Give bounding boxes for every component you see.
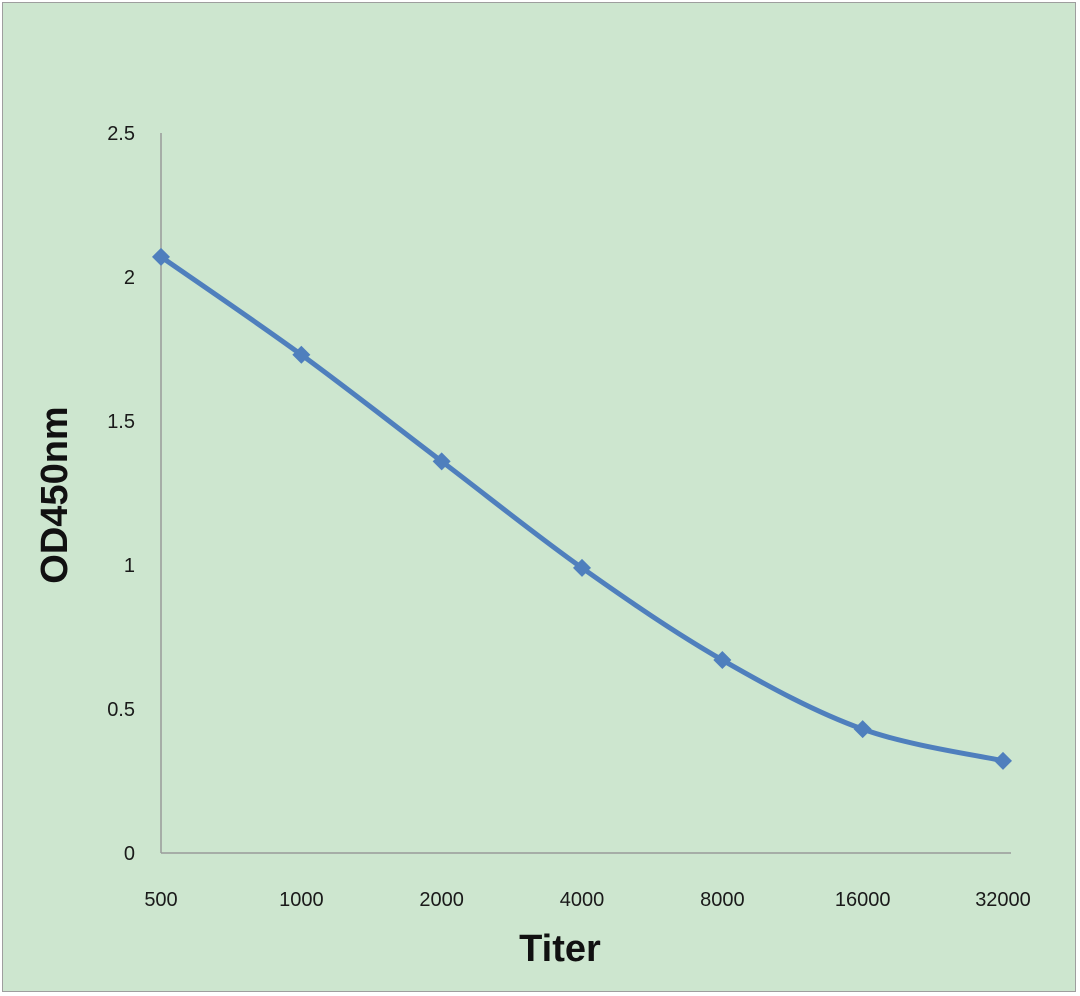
y-tick-labels: 0 0.5 1 1.5 2 2.5 <box>107 123 135 865</box>
x-tick-labels: 500 1000 2000 4000 8000 16000 32000 <box>144 889 1031 911</box>
y-tick-label: 2 <box>124 267 135 289</box>
series-line <box>158 254 1006 764</box>
x-tick-label: 8000 <box>700 889 745 911</box>
y-tick-label: 1.5 <box>107 411 135 433</box>
data-point-diamond <box>994 751 1012 770</box>
data-point-diamond <box>292 345 311 364</box>
series-lines <box>158 254 1006 764</box>
x-tick-label: 4000 <box>560 889 605 911</box>
y-tick-label: 0 <box>124 843 135 865</box>
axes <box>160 133 1011 854</box>
x-tick-label: 1000 <box>279 889 324 911</box>
y-tick-label: 1 <box>124 555 135 577</box>
x-axis-title: Titer <box>519 928 601 970</box>
y-tick-label: 0.5 <box>107 699 135 721</box>
y-tick-label: 2.5 <box>107 123 135 145</box>
data-point-diamond <box>573 558 591 577</box>
data-point-diamond <box>853 720 872 739</box>
data-point-diamond <box>432 452 451 471</box>
data-point-diamond <box>713 651 732 670</box>
data-point-diamond <box>152 247 170 266</box>
x-tick-label: 32000 <box>975 889 1031 911</box>
y-axis-title: OD450nm <box>34 406 76 583</box>
series-points <box>152 247 1012 770</box>
line-chart: 0 0.5 1 1.5 2 2.5 500 1000 2000 4000 8000 16000 320… <box>34 123 1031 970</box>
x-tick-label: 2000 <box>419 889 464 911</box>
x-tick-label: 16000 <box>835 889 891 911</box>
x-tick-label: 500 <box>144 889 177 911</box>
